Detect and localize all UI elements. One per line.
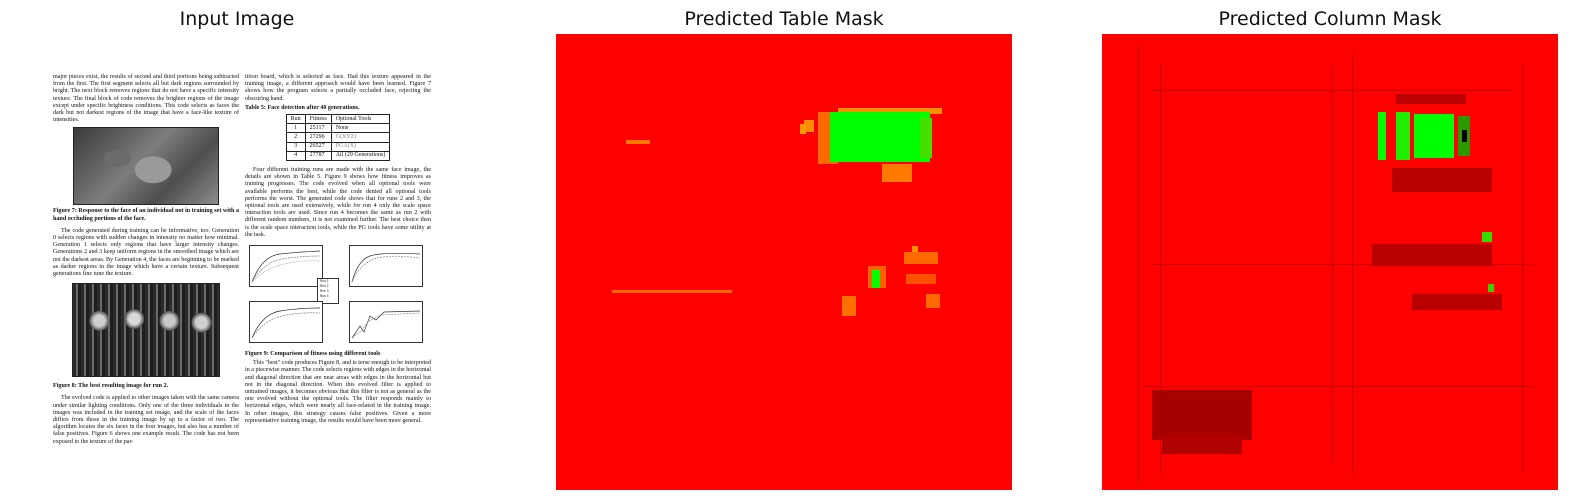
right-paragraph-3: This "best" code produces Figure 8, and … (245, 360, 431, 424)
mask-column-line (1138, 44, 1139, 484)
mask-column-dark-region (1372, 244, 1492, 266)
left-paragraph-1: major pieces exist, the results of secon… (53, 74, 239, 124)
table-header-fitness: Fitness (304, 114, 332, 125)
mask-table-detection (830, 112, 930, 162)
mask-row-line (1152, 264, 1532, 265)
mask-column-detection (1414, 114, 1454, 158)
page-right-column: tition board, which is selected as face.… (245, 74, 431, 426)
figure-9-caption: Figure 9: Comparison of fitness using di… (245, 351, 381, 358)
table-cell: None (330, 123, 391, 134)
table-cell: 27296 (304, 132, 332, 143)
mask-partial-region (804, 120, 814, 132)
mask-column-detection (1482, 232, 1492, 242)
figure-8-image (72, 283, 220, 378)
table-cell: 4 (285, 150, 306, 162)
mask-column-detection (1396, 112, 1410, 160)
mask-column-line (1160, 64, 1161, 474)
mask-partial-region (838, 108, 942, 114)
table-row: 3 26527 PGA(X) (285, 141, 391, 152)
figure-7-image (73, 127, 219, 206)
table-row: 4 27787 All (29 Generations) (285, 150, 391, 162)
table-cell: PGA(X) (330, 141, 391, 152)
table-row: 2 27296 G(XYZ) (285, 132, 391, 143)
column-mask-panel (1102, 34, 1558, 490)
mask-row-line (1142, 386, 1532, 387)
mask-column-detection (1378, 112, 1386, 160)
table-header-tools: Optional Tools (330, 114, 391, 125)
table-cell: 2 (285, 132, 306, 143)
plot-best-fitness-curves (251, 307, 321, 339)
mask-partial-region (800, 124, 806, 134)
table-cell: All (29 Generations) (330, 150, 391, 162)
table-cell: 27787 (304, 150, 332, 162)
mask-partial-region (904, 252, 938, 264)
table-header-row: Run Fitness Optional Tools (285, 114, 391, 125)
legend-entry: Run 4 (320, 294, 329, 299)
table-mask-title: Predicted Table Mask (684, 8, 884, 30)
plot-average-fitness-curves (251, 250, 321, 283)
mask-column-detection (1462, 130, 1467, 142)
mask-partial-region (612, 290, 732, 293)
plot-average-fitness (249, 245, 323, 288)
plot-best-length-curves (351, 310, 421, 339)
input-image-title: Input Image (179, 8, 295, 30)
mask-row-line (1152, 90, 1512, 91)
plot-best-fitness (249, 301, 323, 344)
mask-column-line (1522, 64, 1523, 474)
mask-partial-region (926, 294, 940, 308)
plot-average-length-curves (351, 253, 421, 283)
mask-column-dark-region (1396, 94, 1466, 104)
figure-7-caption: Figure 7: Response to the face of an ind… (53, 208, 239, 222)
right-paragraph-1: tition board, which is selected as face.… (245, 74, 431, 102)
plot-best-length (349, 301, 423, 344)
figure-9-legend: Run 1 Run 2 Run 3 Run 4 (317, 278, 339, 305)
mask-column-dark-region (1152, 390, 1252, 440)
table-row: 1 25117 None (285, 123, 391, 134)
legend-entry: Run 1 (320, 279, 329, 284)
left-paragraph-2: The code generated during training can b… (53, 227, 239, 278)
table-5-caption: Table 5: Face detection after 40 generat… (245, 104, 360, 111)
table-cell: G(XYZ) (330, 132, 391, 143)
table-cell: 3 (285, 141, 306, 152)
right-paragraph-2: Four different training runs are made wi… (245, 167, 431, 238)
mask-table-detection (920, 118, 932, 158)
legend-entry: Run 2 (320, 284, 329, 289)
mask-partial-region (842, 296, 856, 316)
mask-figure-detection (872, 270, 880, 288)
input-image-panel: major pieces exist, the results of secon… (9, 34, 465, 490)
mask-partial-region (626, 140, 650, 144)
mask-column-dark-region (1392, 168, 1492, 192)
mask-partial-region (882, 164, 912, 182)
column-mask-title: Predicted Column Mask (1218, 8, 1442, 30)
mask-column-dark-region (1162, 434, 1242, 454)
page-left-column: major pieces exist, the results of secon… (53, 74, 239, 447)
legend-entry: Run 3 (320, 289, 329, 294)
mask-partial-region (906, 274, 936, 284)
table-5: Run Fitness Optional Tools 1 25117 None … (285, 114, 391, 162)
figure-9-plots: Run 1 Run 2 Run 3 Run 4 (245, 243, 431, 347)
mask-column-detection (1488, 284, 1494, 292)
plot-average-length (349, 245, 423, 288)
table-mask-panel (556, 34, 1012, 490)
table-cell: 26527 (304, 141, 332, 152)
table-cell: 1 (285, 123, 306, 134)
mask-partial-region (912, 246, 918, 252)
left-paragraph-3: The evolved code is applied to other ima… (53, 395, 239, 445)
figure-8-caption: Figure 8: The best resulting image for r… (53, 383, 169, 390)
mask-column-dark-region (1412, 294, 1502, 310)
table-cell: 25117 (304, 123, 332, 134)
table-header-run: Run (285, 114, 306, 125)
